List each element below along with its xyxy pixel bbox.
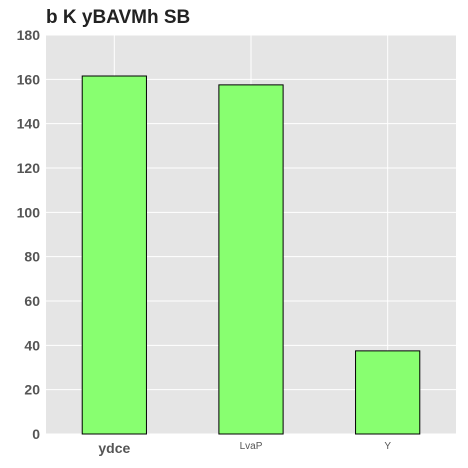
bar-lvap — [218, 84, 284, 435]
y-tick-label: 60 — [24, 293, 40, 309]
x-tick-label: ydce — [98, 440, 130, 456]
y-tick-label: 140 — [17, 116, 41, 132]
bars — [81, 75, 421, 435]
y-tick-label: 80 — [24, 249, 40, 265]
y-tick-label: 120 — [17, 160, 41, 176]
y-tick-label: 100 — [17, 204, 41, 220]
y-tick-label: 20 — [24, 382, 40, 398]
chart-title: b K yBAVMh SB — [46, 7, 191, 28]
x-tick-label: LvaP — [240, 441, 263, 452]
y-tick-label: 0 — [32, 426, 40, 442]
y-tick-label: 180 — [17, 27, 41, 43]
y-tick-label: 40 — [24, 337, 40, 353]
x-axis-ticks: ydce LvaP Y — [98, 440, 391, 456]
bar-ydce — [81, 75, 147, 435]
bar-y — [355, 350, 421, 435]
x-tick-label: Y — [384, 441, 391, 452]
y-axis-ticks: 0 20 40 60 80 100 120 140 160 180 — [17, 27, 41, 442]
y-tick-label: 160 — [17, 71, 41, 87]
